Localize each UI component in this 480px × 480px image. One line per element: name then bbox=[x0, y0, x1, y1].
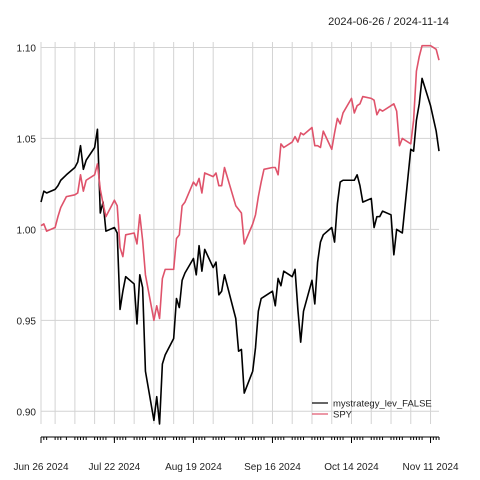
y-tick-label: 0.90 bbox=[17, 407, 37, 418]
series-line-mystrategy-lev-false bbox=[40, 77, 440, 425]
y-tick-label: 1.10 bbox=[17, 43, 37, 54]
axes: 0.90 0.95 1.00 1.05 1.10 Jun 26 2024 Jul 22 20… bbox=[13, 43, 458, 473]
x-tick-label: Jul 22 2024 bbox=[89, 462, 141, 473]
y-tick-label: 1.05 bbox=[17, 134, 37, 145]
x-tick-label: Jun 26 2024 bbox=[13, 462, 68, 473]
x-tick-label: Nov 11 2024 bbox=[403, 462, 459, 473]
y-tick-label: 0.95 bbox=[17, 316, 37, 327]
x-tick-label: Oct 14 2024 bbox=[324, 462, 379, 473]
series-line-spy bbox=[40, 44, 440, 322]
x-tick-label: Aug 19 2024 bbox=[165, 462, 222, 473]
legend-label: SPY bbox=[333, 410, 353, 421]
series-lines bbox=[40, 44, 440, 425]
x-tick-label: Sep 16 2024 bbox=[244, 462, 301, 473]
legend-label: mystrategy_lev_FALSE bbox=[333, 399, 432, 410]
date-range-label: 2024-06-26 / 2024-11-14 bbox=[328, 16, 449, 28]
y-tick-label: 1.00 bbox=[17, 225, 37, 236]
gridlines bbox=[40, 42, 439, 424]
